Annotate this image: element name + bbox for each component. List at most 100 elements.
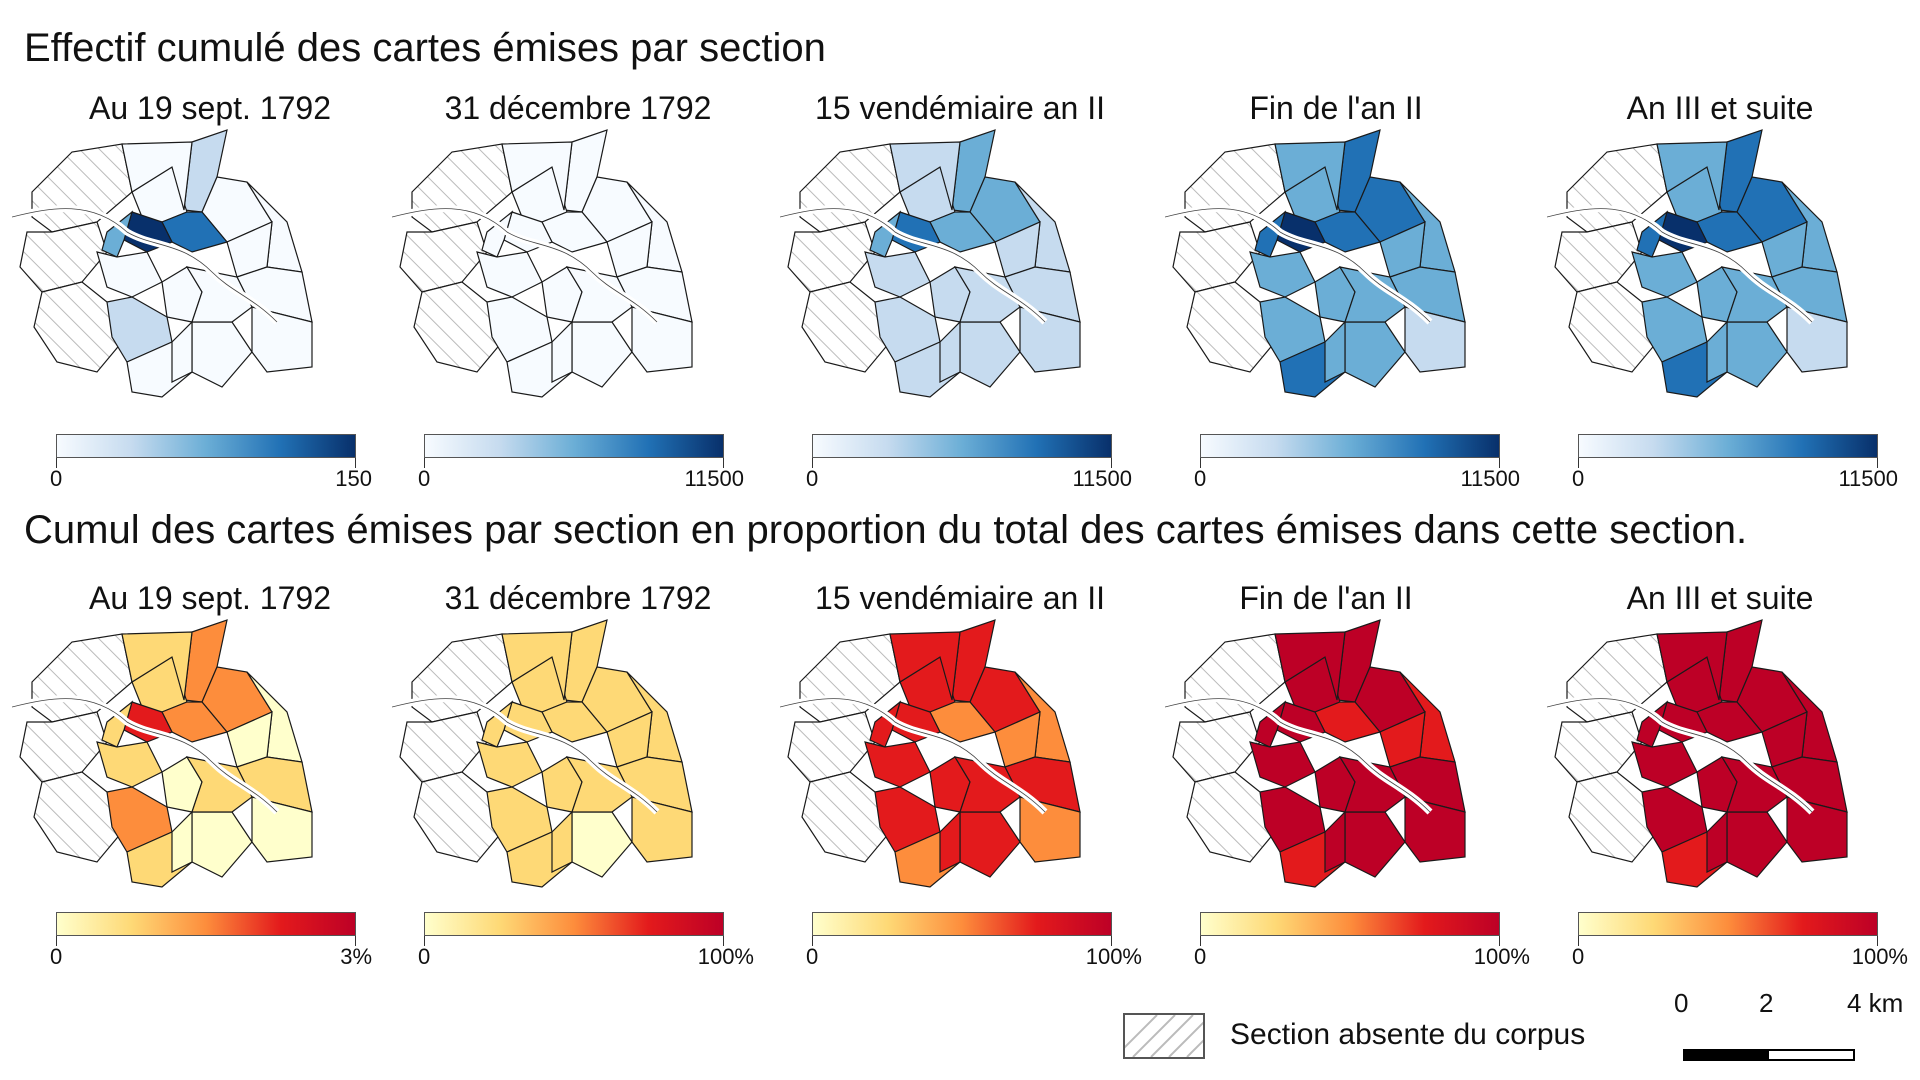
section-13	[1249, 741, 1316, 788]
section-20	[939, 320, 961, 383]
panel-title-r2-3: Fin de l'an II	[1239, 580, 1413, 616]
section-5	[121, 141, 193, 211]
section-18	[1720, 266, 1788, 323]
section-18	[953, 266, 1021, 323]
map-r2-3	[1165, 612, 1535, 892]
seine-river-outline	[1547, 698, 1813, 813]
section-17	[959, 321, 1021, 388]
section-12	[1254, 210, 1287, 258]
panel-title-r2-1: 31 décembre 1792	[444, 580, 712, 616]
section-18	[1338, 756, 1406, 813]
legend-max: 100%	[697, 944, 754, 969]
section-20	[939, 810, 961, 873]
scale-label-4km: 4 km	[1847, 988, 1904, 1018]
section-0	[1184, 633, 1286, 723]
legend-max: 150	[335, 466, 372, 491]
section-18	[953, 756, 1021, 813]
section-12	[101, 700, 134, 748]
section-13	[1249, 251, 1316, 298]
legend-r2-0: 0 3%	[50, 912, 372, 972]
section-1	[1554, 221, 1643, 293]
legend-min: 0	[50, 944, 63, 969]
section-17	[1344, 321, 1406, 388]
section-12	[1254, 700, 1287, 748]
section-1	[1172, 221, 1261, 293]
legend-r1-0: 0 150	[50, 434, 372, 494]
section-5	[1274, 631, 1346, 701]
legend-max: 100%	[1085, 944, 1142, 969]
panel-title-r1-4: An III et suite	[1626, 90, 1814, 126]
panel-title-r2-4: An III et suite	[1626, 580, 1814, 616]
section-13	[476, 741, 543, 788]
legend-r2-4: 0 100%	[1572, 912, 1908, 972]
section-5	[501, 631, 573, 701]
section-20	[1706, 320, 1728, 383]
map-r2-2	[780, 612, 1150, 892]
section-1	[399, 221, 488, 293]
section-19	[631, 796, 693, 863]
section-5	[889, 631, 961, 701]
section-18	[1338, 266, 1406, 323]
panel-title-r2-0: Au 19 sept. 1792	[89, 580, 331, 616]
seine-river-outline	[780, 698, 1046, 813]
section-5	[1656, 631, 1728, 701]
scale-label-0: 0	[1674, 988, 1689, 1018]
section-19	[1786, 306, 1848, 373]
legend-r1-3: 0 11500	[1194, 434, 1520, 494]
section-2	[33, 771, 123, 863]
legend-min: 0	[806, 944, 819, 969]
section-2	[1568, 771, 1658, 863]
section-12	[1636, 700, 1669, 748]
section-19	[631, 306, 693, 373]
section-20	[551, 320, 573, 383]
section-5	[1656, 141, 1728, 211]
section-2	[33, 281, 123, 373]
section-0	[1184, 143, 1286, 233]
section-2	[1186, 281, 1276, 373]
section-13	[96, 251, 163, 298]
section-12	[101, 210, 134, 258]
legend-max: 11500	[1460, 466, 1520, 491]
section-18	[185, 756, 253, 813]
section-17	[571, 811, 633, 878]
legend-min: 0	[1194, 466, 1207, 491]
legend-max: 100%	[1851, 944, 1908, 969]
section-1	[19, 221, 108, 293]
seine-river-outline	[1547, 208, 1813, 323]
section-19	[251, 796, 313, 863]
section-12	[1636, 210, 1669, 258]
panel-title-r1-1: 31 décembre 1792	[444, 90, 712, 126]
legend-r1-4: 0 11500	[1572, 434, 1898, 494]
section-12	[481, 700, 514, 748]
scale-bar	[1683, 1049, 1855, 1061]
section-13	[864, 251, 931, 298]
legend-r2-1: 0 100%	[418, 912, 754, 972]
section-0	[799, 143, 901, 233]
section-5	[1274, 141, 1346, 211]
hatch-legend-swatch	[1123, 1013, 1205, 1059]
section-19	[1019, 306, 1081, 373]
section-20	[1324, 320, 1346, 383]
map-r1-1	[392, 122, 762, 402]
section-5	[121, 631, 193, 701]
row1-title: Effectif cumulé des cartes émises par se…	[24, 26, 826, 70]
section-2	[413, 281, 503, 373]
section-19	[251, 306, 313, 373]
panel-title-r1-3: Fin de l'an II	[1249, 90, 1423, 126]
section-5	[889, 141, 961, 211]
scale-label-2: 2	[1759, 988, 1774, 1018]
section-12	[481, 210, 514, 258]
hatch-legend-label: Section absente du corpus	[1230, 1018, 1586, 1051]
legend-max: 11500	[684, 466, 744, 491]
section-2	[1568, 281, 1658, 373]
map-r2-1	[392, 612, 762, 892]
seine-river-outline	[780, 208, 1046, 323]
section-12	[869, 700, 902, 748]
legend-min: 0	[50, 466, 63, 491]
section-13	[476, 251, 543, 298]
section-5	[501, 141, 573, 211]
section-19	[1404, 796, 1466, 863]
legend-max: 11500	[1072, 466, 1132, 491]
map-r2-4	[1547, 612, 1917, 892]
section-0	[799, 633, 901, 723]
